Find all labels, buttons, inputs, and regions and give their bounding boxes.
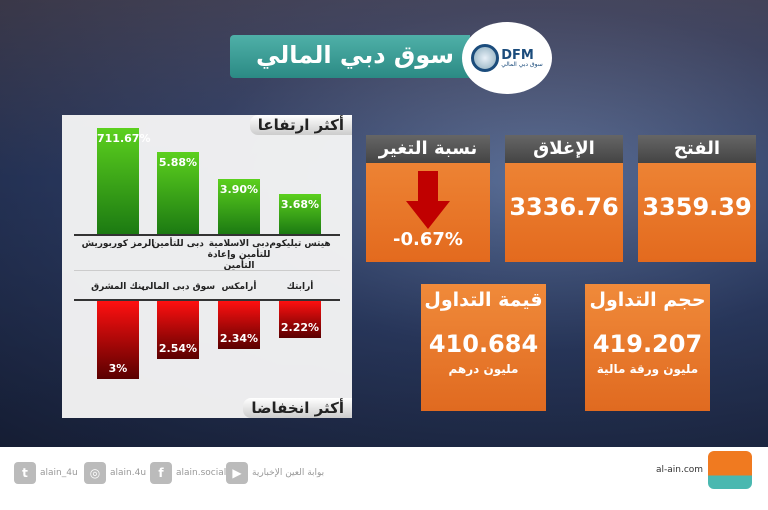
loser-bar: 2.34% — [218, 301, 260, 349]
gainers-title: أكثر ارتفاعا — [249, 115, 352, 135]
loser-bar: 3% — [97, 301, 139, 379]
loser-bar: 2.22% — [279, 301, 321, 338]
close-label: الإغلاق — [505, 135, 623, 163]
change-card: نسبة التغير -0.67% — [366, 135, 490, 262]
instagram-link[interactable]: ◎ alain.4u — [84, 462, 146, 484]
open-label: الفتح — [638, 135, 756, 163]
twitter-handle: alain_4u — [40, 468, 78, 478]
gainer-bar: 3.90% — [218, 179, 260, 234]
change-value: -0.67% — [393, 229, 463, 250]
gainer-label: دبى الاسلامية للتأمين وإعادة التأمين — [207, 239, 271, 271]
gainer-label: هيتس تيليكوم — [269, 239, 331, 249]
turnover-value: 410.684 — [428, 330, 539, 358]
facebook-handle: alain.social — [176, 468, 227, 478]
volume-value: 419.207 — [592, 330, 703, 358]
loser-label: أرابتك — [286, 282, 314, 292]
gainer-label: الرمز كوربوريش — [81, 239, 155, 249]
logo-text: DFM — [501, 47, 534, 63]
facebook-link[interactable]: f alain.social — [150, 462, 226, 484]
turnover-label: قيمة التداول — [424, 289, 543, 311]
losers-baseline — [74, 299, 340, 301]
close-value: 3336.76 — [509, 193, 619, 221]
twitter-icon: t — [14, 462, 36, 484]
gainer-label: دبى للتأمين — [152, 239, 204, 249]
loser-label: سوق دبى المالى — [140, 282, 216, 292]
turnover-card: قيمة التداول 410.684 مليون درهم — [421, 284, 546, 411]
globe-icon — [471, 44, 500, 72]
volume-unit: مليون ورقة مالية — [596, 362, 699, 376]
gainer-bar: 3.68% — [279, 194, 321, 234]
loser-bar: 2.54% — [157, 301, 199, 359]
al-ain-logo — [708, 451, 752, 489]
gainer-bar: 5.88% — [157, 152, 199, 234]
instagram-handle: alain.4u — [110, 468, 147, 478]
dfm-logo: DFM سوق دبي المالي — [462, 22, 552, 94]
gainer-bar: 711.67% — [97, 128, 150, 234]
logo-subtext: سوق دبي المالي — [501, 60, 543, 68]
open-card: الفتح 3359.39 — [638, 135, 756, 262]
youtube-link[interactable]: ▶ بوابة العين الإخبارية — [226, 462, 324, 484]
gainers-baseline — [74, 234, 340, 236]
movers-panel: أكثر ارتفاعا 711.67% 5.88% 3.90% 3.68% ا… — [62, 115, 352, 418]
turnover-unit: مليون درهم — [448, 362, 519, 376]
down-arrow-icon — [406, 171, 450, 229]
change-label: نسبة التغير — [366, 135, 490, 163]
loser-label: أرامكس — [221, 282, 257, 292]
footer: t alain_4u ◎ alain.4u f alain.social ▶ بوابة… — [0, 447, 768, 510]
youtube-icon: ▶ — [226, 462, 248, 484]
loser-label: بنك المشرق — [91, 282, 145, 292]
open-value: 3359.39 — [642, 193, 752, 221]
instagram-icon: ◎ — [84, 462, 106, 484]
facebook-icon: f — [150, 462, 172, 484]
divider — [74, 270, 340, 271]
volume-label: حجم التداول — [589, 289, 706, 311]
twitter-link[interactable]: t alain_4u — [14, 462, 78, 484]
close-card: الإغلاق 3336.76 — [505, 135, 623, 262]
losers-title: أكثر انخفاضا — [243, 398, 352, 418]
volume-card: حجم التداول 419.207 مليون ورقة مالية — [585, 284, 710, 411]
page-title: سوق دبي المالي — [230, 35, 470, 78]
youtube-handle: بوابة العين الإخبارية — [252, 468, 325, 478]
site-link[interactable]: al-ain.com — [656, 465, 704, 475]
